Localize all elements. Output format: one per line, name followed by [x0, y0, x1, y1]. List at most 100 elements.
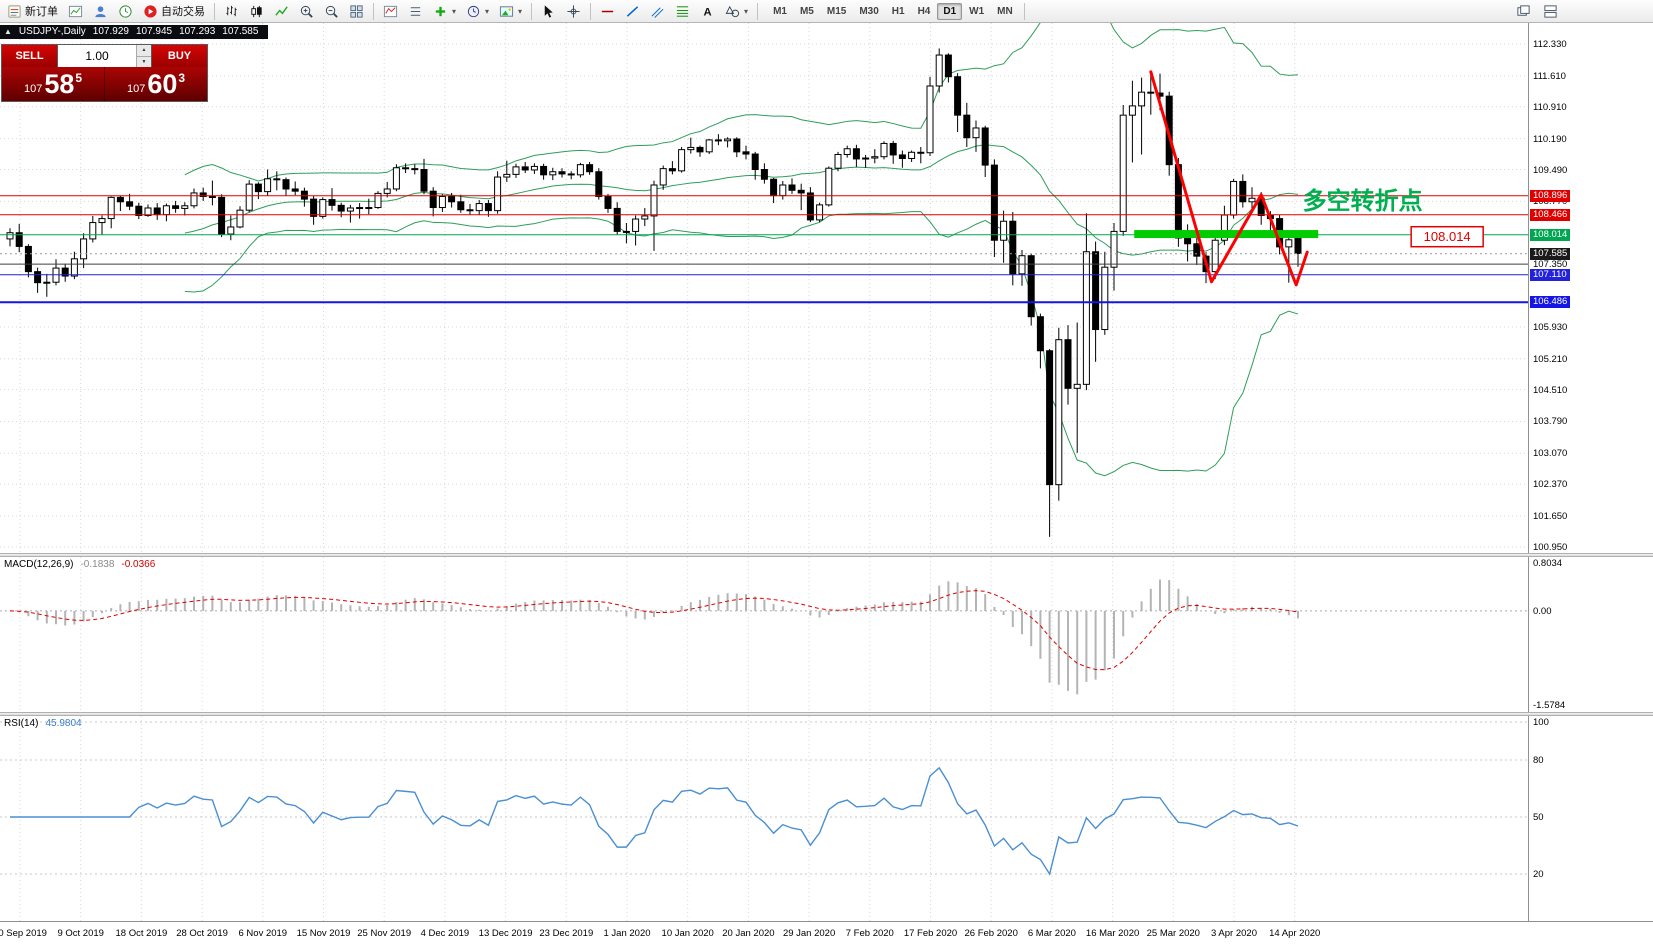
- fibonacci-icon: [676, 5, 689, 17]
- candlestick-chart-icon: [251, 5, 262, 17]
- macd-axis[interactable]: 0.8034 0.00 -1.5784: [1528, 557, 1653, 712]
- date-label: 25 Mar 2020: [1146, 928, 1200, 939]
- bar-chart-button[interactable]: [220, 1, 243, 22]
- price-tick: 100.950: [1533, 541, 1568, 553]
- text-tool-button[interactable]: A: [696, 1, 719, 22]
- date-label: 10 Jan 2020: [661, 928, 714, 939]
- zoom-in-button[interactable]: [295, 1, 318, 22]
- volume-input[interactable]: [58, 45, 136, 67]
- one-click-trading-panel: SELL ▲ ▼ BUY 107 58 5 107 60 3: [1, 44, 208, 102]
- window-cascade-icon: [1517, 4, 1530, 16]
- ohlc-high: 107.945: [135, 26, 173, 37]
- price-tick: 102.370: [1533, 479, 1568, 491]
- rsi-axis[interactable]: 100 80 50 20: [1528, 716, 1653, 921]
- price-tick: -1.5784: [1533, 700, 1566, 711]
- add-indicator-button[interactable]: ▾: [429, 1, 460, 22]
- line-chart-icon: [275, 5, 288, 16]
- date-label: 25 Nov 2019: [357, 928, 412, 939]
- chart-window-button[interactable]: [64, 1, 87, 22]
- macd-header: MACD(12,26,9) -0.1838 -0.0366: [4, 559, 155, 570]
- horizontal-line-button[interactable]: [596, 1, 619, 22]
- price-tick: 110.190: [1533, 133, 1567, 145]
- new-order-button[interactable]: 新订单: [3, 1, 62, 22]
- ohlc-open: 107.929: [92, 26, 129, 37]
- timeframe-H1[interactable]: H1: [891, 5, 905, 17]
- indicators-button[interactable]: [379, 1, 402, 22]
- sell-price[interactable]: 107 58 5: [2, 67, 105, 101]
- svg-text:多空转折点: 多空转折点: [1303, 187, 1423, 215]
- one-click-toggle-icon[interactable]: ▲: [4, 27, 12, 36]
- volume-down-icon[interactable]: ▼: [137, 56, 151, 67]
- line-chart-button[interactable]: [270, 1, 293, 22]
- date-label: 4 Dec 2019: [420, 928, 470, 939]
- svg-text:108.014: 108.014: [1424, 229, 1471, 244]
- cursor-button[interactable]: [537, 1, 560, 22]
- panel-splitter[interactable]: [0, 712, 1653, 716]
- tile-windows-button[interactable]: [345, 1, 368, 22]
- svg-text:A: A: [703, 6, 711, 18]
- equidistant-channel-icon: [651, 6, 664, 18]
- market-watch-icon: [119, 4, 132, 18]
- cursor-icon: [544, 4, 553, 18]
- crosshair-button[interactable]: [562, 1, 585, 22]
- fibonacci-button[interactable]: [671, 1, 694, 22]
- profiles-button[interactable]: [89, 1, 112, 22]
- price-tick: 111.610: [1533, 70, 1566, 82]
- channel-button[interactable]: [646, 1, 669, 22]
- rsi-chart[interactable]: [0, 716, 1528, 921]
- macd-signal-value: -0.0366: [121, 559, 156, 570]
- shapes-button[interactable]: ▾: [721, 1, 752, 22]
- date-label: 6 Mar 2020: [1027, 928, 1076, 939]
- volume-up-icon[interactable]: ▲: [137, 45, 151, 57]
- chevron-down-icon: ▾: [452, 6, 457, 16]
- date-label: 30 Sep 2019: [0, 928, 47, 939]
- date-label: 16 Mar 2020: [1085, 928, 1140, 939]
- timeframe-M5[interactable]: M5: [799, 5, 814, 17]
- price-axis[interactable]: 112.330 111.610 110.910 110.190 109.490 108.7…: [1528, 23, 1653, 553]
- timeframe-M1[interactable]: M1: [773, 5, 787, 17]
- periods-button[interactable]: ▾: [462, 1, 493, 22]
- timeframe-W1[interactable]: W1: [969, 5, 985, 17]
- window-tile-icon: [1544, 4, 1557, 18]
- date-label: 14 Apr 2020: [1269, 928, 1321, 939]
- rsi-label: RSI(14): [4, 718, 39, 729]
- timeframe-H4[interactable]: H4: [917, 5, 931, 17]
- timeframe-M15[interactable]: M15: [826, 5, 847, 17]
- toolbar-separator: [373, 2, 374, 20]
- price-tick: 110.910: [1533, 101, 1567, 113]
- trendline-icon: [626, 5, 639, 17]
- chevron-down-icon: ▾: [744, 6, 749, 16]
- price-tick: 50: [1533, 812, 1544, 823]
- trendline-button[interactable]: [621, 1, 644, 22]
- timeframe-M30[interactable]: M30: [859, 5, 879, 17]
- price-tick: 105.210: [1533, 353, 1568, 365]
- date-label: 15 Nov 2019: [296, 928, 351, 939]
- window-cascade-button[interactable]: [1512, 1, 1535, 22]
- toolbar: 新订单 自动交易 ▾ ▾: [0, 0, 1653, 23]
- date-label: 7 Feb 2020: [845, 928, 894, 939]
- macd-chart[interactable]: [0, 557, 1528, 712]
- buy-button[interactable]: BUY: [152, 45, 207, 67]
- price-badge: 108.466: [1530, 208, 1571, 221]
- candlestick-chart-button[interactable]: [245, 1, 268, 22]
- sell-button[interactable]: SELL: [2, 45, 57, 67]
- date-label: 29 Jan 2020: [782, 928, 836, 939]
- date-axis[interactable]: 30 Sep 2019 9 Oct 2019 18 Oct 2019 28 Oct 2…: [0, 921, 1653, 949]
- window-tile-button[interactable]: [1539, 1, 1562, 22]
- market-watch-button[interactable]: [114, 1, 137, 22]
- zoom-out-button[interactable]: [320, 1, 343, 22]
- panel-splitter[interactable]: [0, 553, 1653, 557]
- date-label: 6 Nov 2019: [238, 928, 288, 939]
- date-label: 23 Dec 2019: [539, 928, 594, 939]
- buy-price[interactable]: 107 60 3: [105, 67, 207, 101]
- auto-trading-label: 自动交易: [161, 6, 205, 18]
- auto-trading-button[interactable]: 自动交易: [139, 1, 209, 22]
- templates-button[interactable]: ▾: [495, 1, 526, 22]
- objects-list-button[interactable]: [404, 1, 427, 22]
- timeframe-MN[interactable]: MN: [997, 5, 1013, 17]
- timeframe-D1[interactable]: D1: [937, 2, 963, 20]
- price-tick: 105.930: [1533, 321, 1568, 333]
- main-chart-panel: 多空转折点 108.014 112.330 111.610 110.910 110.19…: [0, 23, 1653, 553]
- price-tick: 103.070: [1533, 448, 1568, 460]
